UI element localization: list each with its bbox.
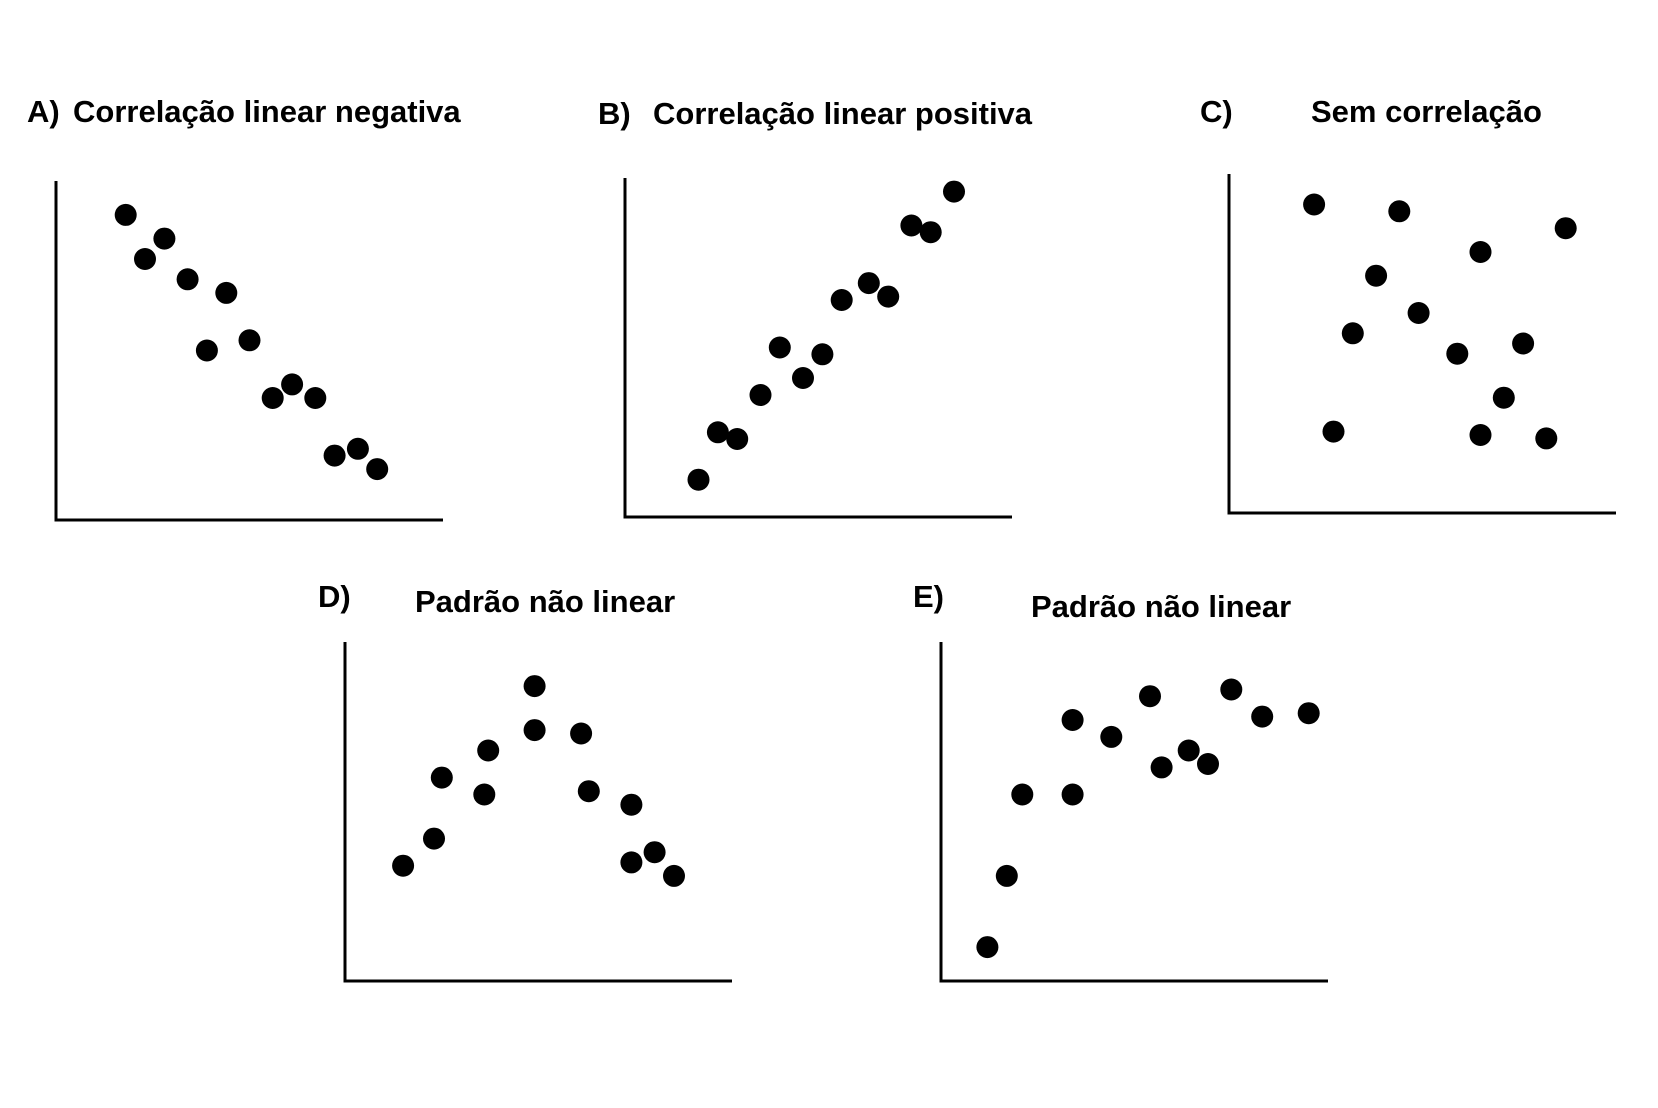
panel-c-point-3 <box>1341 322 1364 345</box>
panel-d-point-4 <box>473 783 496 806</box>
panel-d-point-9 <box>577 780 600 803</box>
panel-a-letter: A) <box>27 94 60 129</box>
panel-b-point-5 <box>768 336 791 359</box>
panel-b-point-8 <box>830 289 853 311</box>
panel-d-point-13 <box>663 864 685 887</box>
panel-e-point-5 <box>1061 783 1084 806</box>
panel-d-point-6 <box>523 719 546 742</box>
panel-a-point-4 <box>176 268 199 291</box>
panel-a-point-10 <box>304 387 327 409</box>
panel-e-points <box>976 678 1320 959</box>
panel-a-point-7 <box>238 329 261 352</box>
panel-e-point-10 <box>1197 753 1219 775</box>
panel-a-axes <box>54 181 443 522</box>
panel-e-point-1 <box>976 936 999 959</box>
panel-b-points <box>687 180 965 491</box>
panel-d-point-11 <box>620 851 643 874</box>
panel-b-point-6 <box>792 367 814 389</box>
panel-a: A) Correlação linear negativa <box>27 94 461 522</box>
panel-d-point-7 <box>523 675 546 698</box>
panel-b-point-13 <box>943 180 965 203</box>
panel-b-point-10 <box>877 285 900 308</box>
panel-a-point-5 <box>195 339 218 362</box>
panel-a-point-8 <box>261 387 284 409</box>
panel-b: B) Correlação linear positiva <box>598 96 1033 519</box>
panel-c-letter: C) <box>1200 94 1233 129</box>
panel-b-point-1 <box>687 468 710 491</box>
panel-c-axes <box>1227 174 1616 515</box>
panel-a-points <box>114 203 389 481</box>
panel-c-point-1 <box>1303 193 1326 216</box>
panel-e-point-3 <box>1011 783 1034 806</box>
panel-c-point-7 <box>1446 342 1469 365</box>
panel-c-point-10 <box>1492 386 1515 409</box>
panel-b-axes <box>623 178 1012 519</box>
panel-e-point-2 <box>995 864 1018 887</box>
panel-e-axes <box>939 642 1328 983</box>
panel-e-letter: E) <box>913 579 944 614</box>
panel-c-point-11 <box>1512 332 1535 355</box>
panel-c-points <box>1303 193 1577 450</box>
panel-a-point-3 <box>153 227 176 250</box>
panel-a-point-1 <box>114 203 137 226</box>
panel-e-point-11 <box>1220 678 1243 701</box>
panel-c-point-12 <box>1535 427 1558 450</box>
panel-c-point-2 <box>1322 420 1345 443</box>
panel-e-title: Padrão não linear <box>1031 589 1291 624</box>
panel-c: C) Sem correlação <box>1200 94 1616 515</box>
panel-e-point-4 <box>1061 709 1084 731</box>
panel-d-point-8 <box>570 722 593 745</box>
panel-b-point-7 <box>811 343 834 366</box>
panel-a-title: Correlação linear negativa <box>73 94 461 129</box>
panel-b-point-2 <box>706 421 729 444</box>
panel-d-axes <box>343 642 732 983</box>
panel-c-point-9 <box>1469 241 1492 263</box>
panel-b-point-3 <box>726 428 749 450</box>
panel-d-point-5 <box>477 739 500 762</box>
panel-b-title: Correlação linear positiva <box>653 96 1033 131</box>
panel-c-title: Sem correlação <box>1311 94 1542 129</box>
panel-b-letter: B) <box>598 96 631 131</box>
panel-a-point-11 <box>323 444 346 467</box>
panel-c-point-6 <box>1407 302 1430 324</box>
panel-a-point-13 <box>366 458 389 481</box>
panel-c-point-13 <box>1554 217 1577 240</box>
panel-d-points <box>392 675 685 887</box>
panel-e: E) Padrão não linear <box>913 579 1328 983</box>
panel-c-point-8 <box>1469 424 1492 446</box>
panel-a-point-9 <box>281 373 304 396</box>
panel-c-point-4 <box>1365 264 1388 287</box>
panel-b-point-12 <box>919 221 942 244</box>
panel-b-point-9 <box>857 272 880 295</box>
panel-d-point-2 <box>423 827 445 850</box>
panel-e-point-8 <box>1150 756 1173 779</box>
panel-c-point-5 <box>1388 200 1411 223</box>
panel-e-point-12 <box>1251 705 1274 728</box>
panel-d-point-3 <box>430 766 453 789</box>
panel-d-point-10 <box>620 793 643 816</box>
panel-a-point-6 <box>215 281 238 304</box>
panel-e-point-6 <box>1100 725 1123 748</box>
panel-d-letter: D) <box>318 579 351 614</box>
panel-e-point-13 <box>1297 702 1320 725</box>
panel-d: D) Padrão não linear <box>318 579 732 983</box>
panel-b-point-4 <box>749 384 772 406</box>
panel-e-point-9 <box>1177 739 1200 762</box>
panel-b-point-11 <box>900 214 923 237</box>
panel-d-point-12 <box>643 841 666 864</box>
panel-d-point-1 <box>392 854 415 877</box>
panel-a-point-12 <box>346 437 369 460</box>
panel-e-point-7 <box>1139 685 1161 708</box>
panel-a-point-2 <box>134 248 156 270</box>
panel-d-title: Padrão não linear <box>415 584 675 619</box>
